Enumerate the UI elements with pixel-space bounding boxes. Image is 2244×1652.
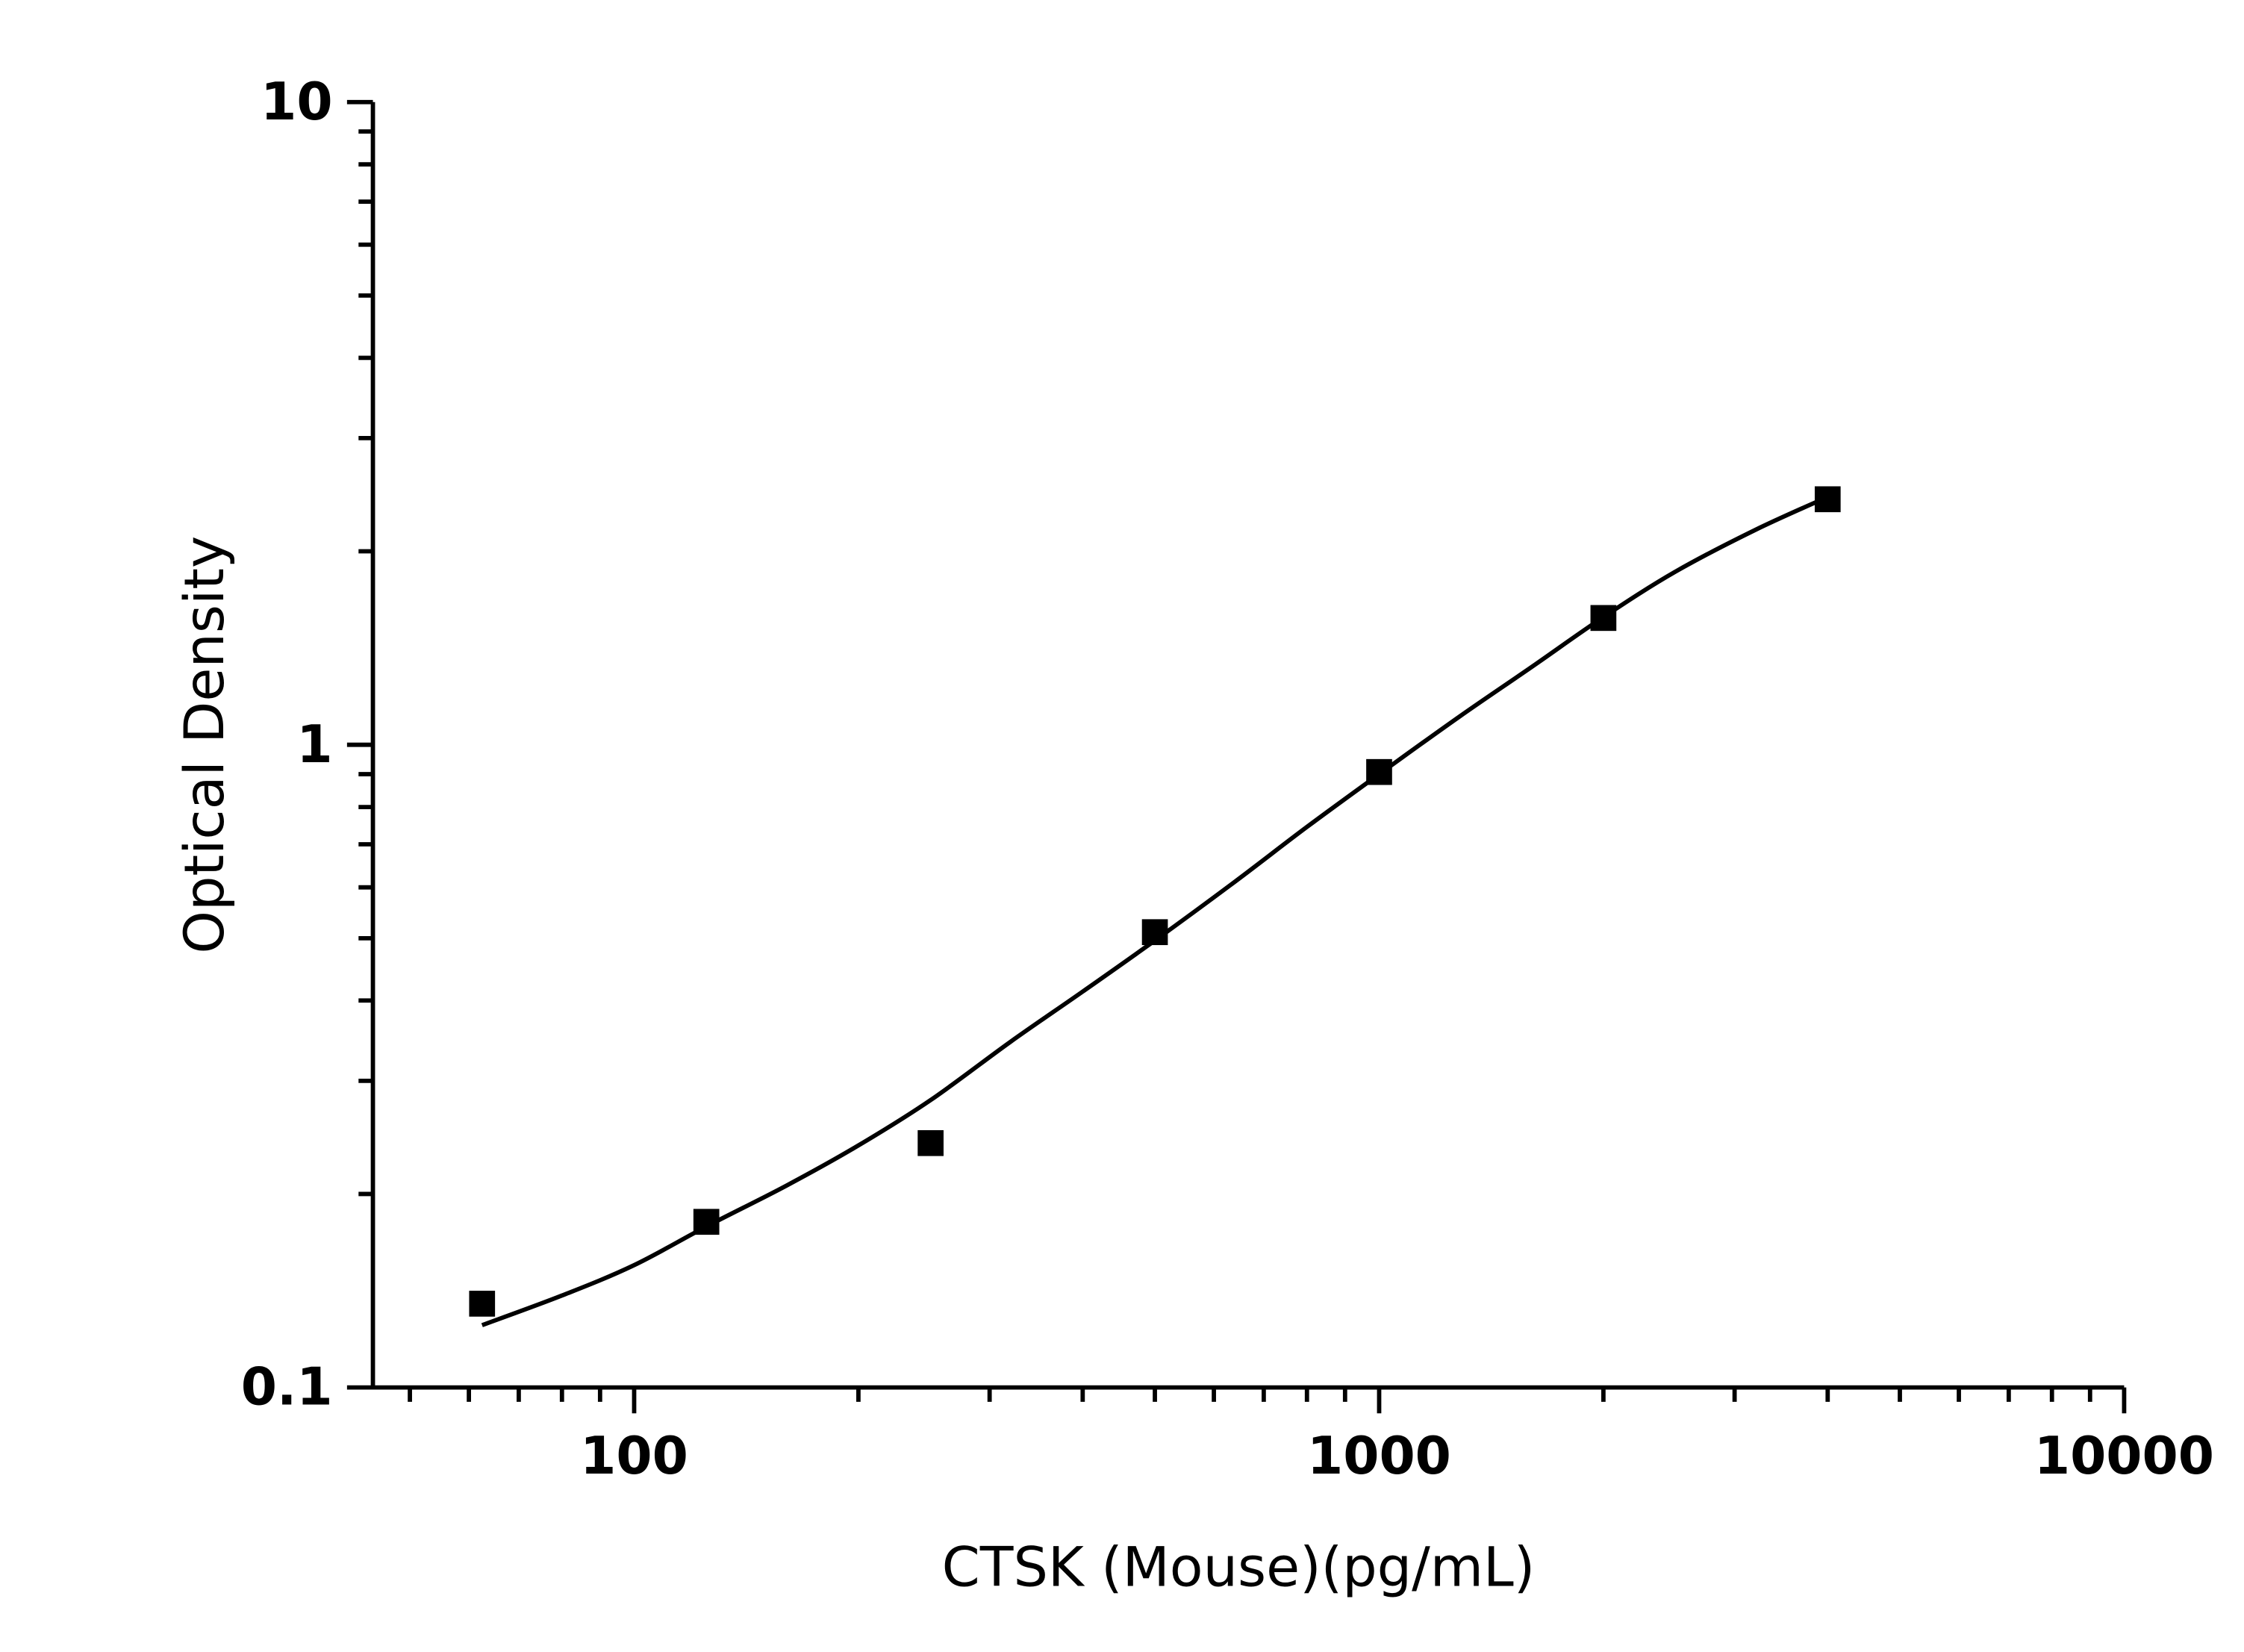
data-point [1141, 919, 1168, 946]
ticks: 0.1 1 10 100 1000 10000 [241, 72, 2214, 1486]
y-tick-label: 1 [296, 715, 332, 775]
data-point [1814, 486, 1841, 513]
fit-curve-layer [481, 495, 1829, 1327]
fit-curve [481, 495, 1829, 1327]
axes [370, 102, 2125, 1390]
y-tick-label: 10 [261, 72, 332, 132]
y-tick-label: 0.1 [241, 1358, 333, 1418]
x-axis-title: CTSK (Mouse)(pg/mL) [942, 1536, 1536, 1599]
data-point [917, 1129, 944, 1156]
data-point [1366, 758, 1392, 785]
data-point [693, 1209, 720, 1235]
data-points [469, 486, 1841, 1317]
x-tick-label: 100 [580, 1427, 688, 1486]
data-point [469, 1291, 496, 1317]
x-tick-label: 10000 [2034, 1427, 2214, 1486]
y-axis-title: Optical Density [173, 536, 237, 954]
data-point [1590, 605, 1617, 632]
x-tick-label: 1000 [1307, 1427, 1451, 1486]
